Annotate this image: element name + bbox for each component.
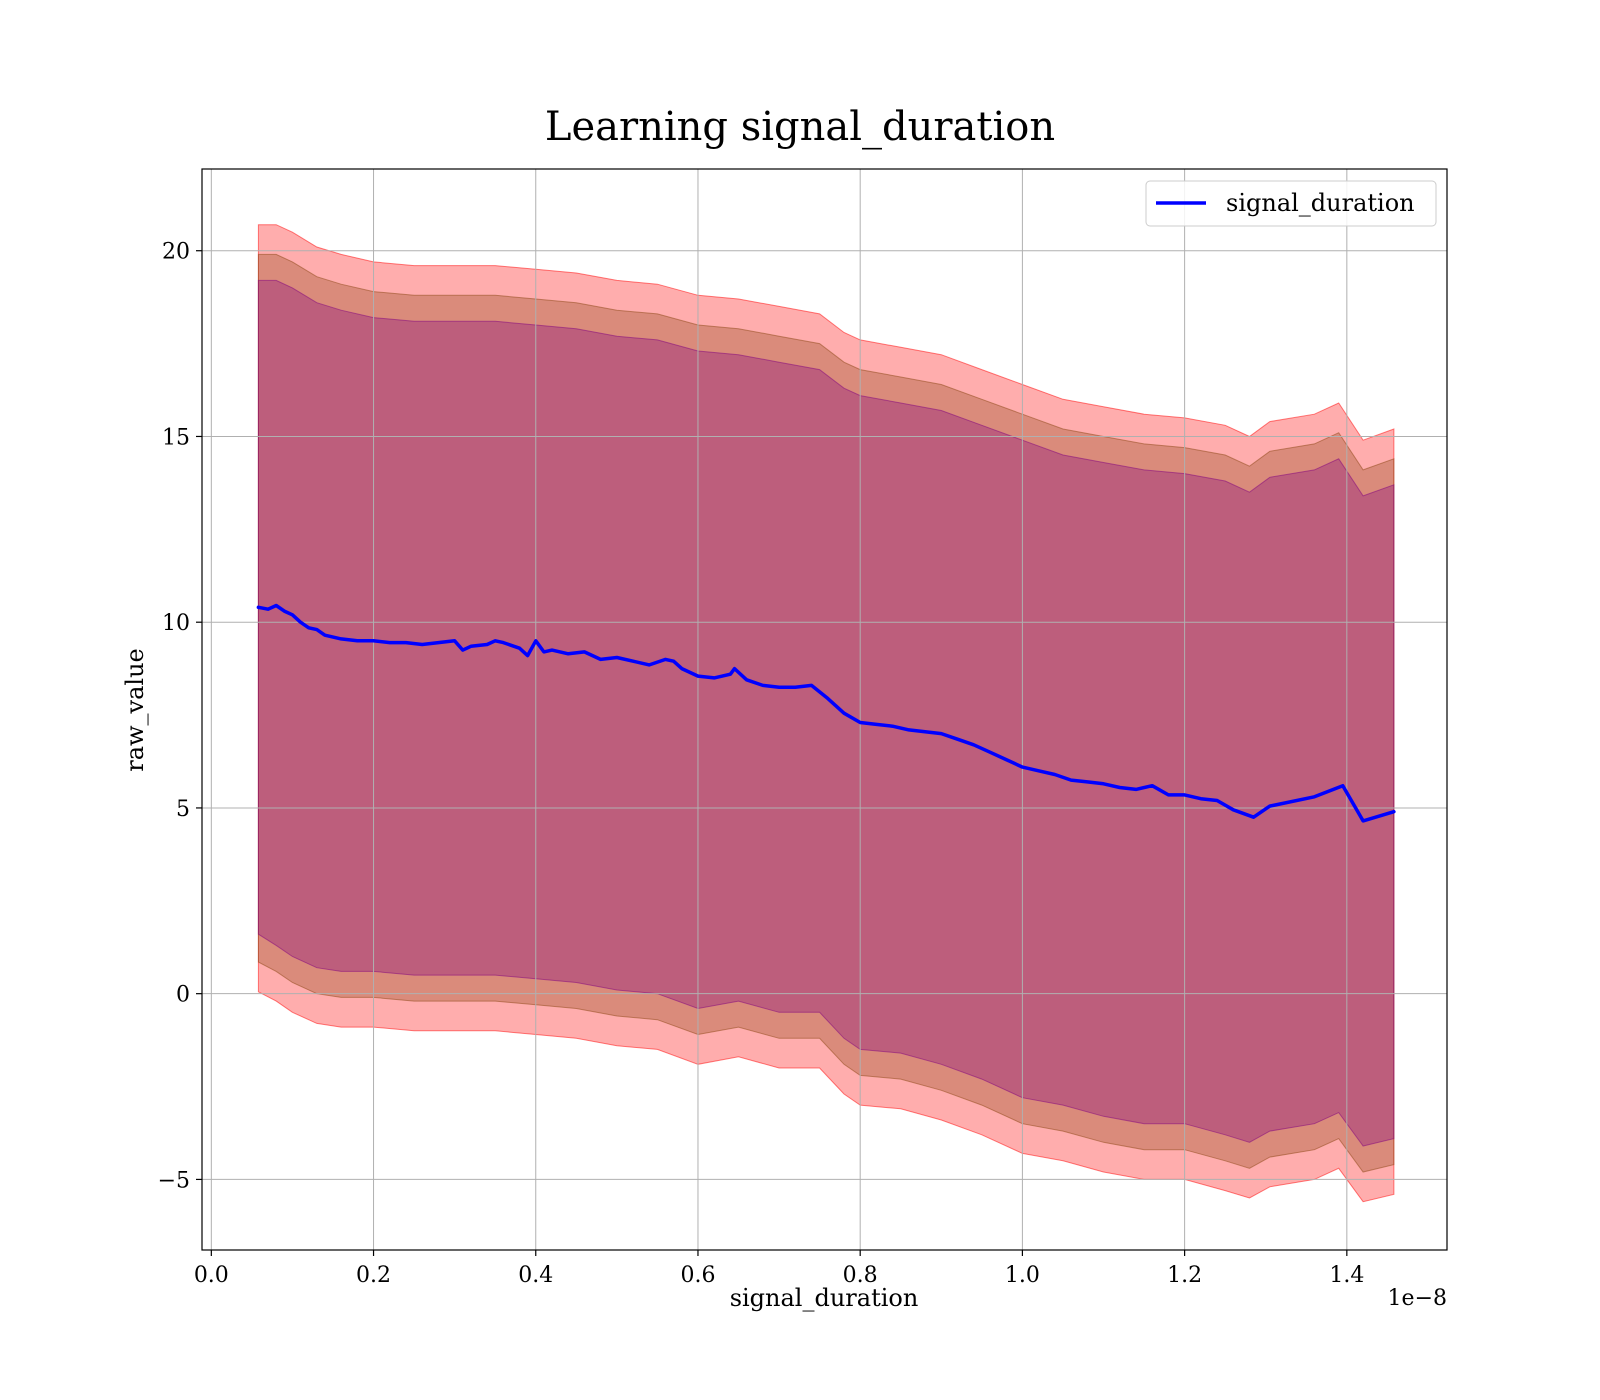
legend-box [1145,180,1437,227]
x-tick-label: 0.6 [680,1263,715,1288]
y-tick-label: 10 [162,611,190,636]
x-axis-ticks: 0.0 0.2 0.4 0.6 0.8 1.0 1.2 1.4 [194,1250,1364,1288]
band-3 [257,279,1395,1147]
x-tick-label: 0.8 [843,1263,878,1288]
legend-entry-signal-duration: signal_duration [1226,189,1415,217]
chart-title: Learning signal_duration [545,104,1055,150]
plot-area [201,168,1448,1251]
confidence-bands [257,224,1395,1203]
y-tick-label: 20 [162,240,190,265]
series-lines [256,603,1396,823]
legend: signal_duration [1145,180,1437,227]
y-axis-ticks: −5 0 5 10 15 20 [158,240,202,1193]
x-axis-label: signal_duration [730,1284,919,1312]
x-tick-label: 0.0 [194,1263,229,1288]
band-2 [257,253,1395,1173]
x-axis-offset-label: 1e−8 [1388,1286,1447,1311]
y-tick-label: 5 [176,797,190,822]
axes-frame [201,168,1448,1251]
band-1 [257,224,1395,1203]
grid-lines [202,169,1447,1250]
y-axis-label: raw_value [121,648,149,772]
x-tick-label: 1.4 [1329,1263,1364,1288]
y-tick-label: 0 [176,983,190,1008]
x-tick-label: 1.2 [1167,1263,1202,1288]
series-line-signal-duration [256,603,1396,823]
x-tick-label: 0.2 [356,1263,391,1288]
x-tick-label: 0.4 [518,1263,553,1288]
y-tick-label: −5 [158,1168,190,1193]
y-tick-label: 15 [162,425,190,450]
x-tick-label: 1.0 [1005,1263,1040,1288]
